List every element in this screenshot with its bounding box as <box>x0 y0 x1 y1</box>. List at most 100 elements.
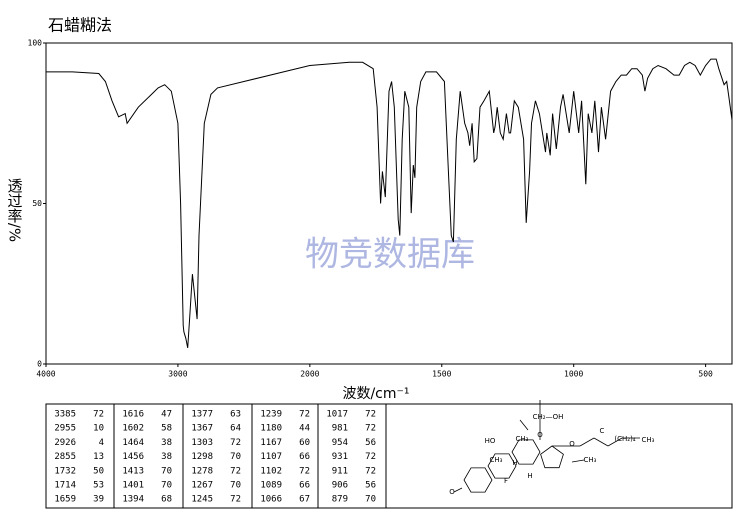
peak-wavenumber: 1102 <box>260 466 282 476</box>
ring <box>540 445 564 469</box>
peak-transmittance: 72 <box>299 466 310 476</box>
peak-transmittance: 66 <box>299 452 310 462</box>
peak-transmittance: 47 <box>161 410 172 420</box>
peak-transmittance: 50 <box>93 466 104 476</box>
x-tick-label: 3000 <box>168 370 187 379</box>
structure-label: O <box>449 488 455 496</box>
peak-wavenumber: 1394 <box>122 495 144 505</box>
structure-label: CH₃ <box>516 435 529 443</box>
peak-transmittance: 72 <box>299 410 310 420</box>
peak-wavenumber: 1017 <box>326 410 348 420</box>
peak-transmittance: 67 <box>299 495 310 505</box>
y-axis-label: 透过率/% <box>6 178 24 242</box>
spectrum-line <box>46 58 733 348</box>
peak-wavenumber: 1464 <box>122 438 144 448</box>
peak-wavenumber: 1066 <box>260 495 282 505</box>
x-tick-label: 1500 <box>432 370 451 379</box>
peak-wavenumber: 1413 <box>122 466 144 476</box>
peak-wavenumber: 1180 <box>260 424 282 434</box>
x-tick-label: 500 <box>698 370 713 379</box>
structure-label: CH₂—OH <box>533 413 564 421</box>
bond <box>593 437 609 447</box>
peak-wavenumber: 1167 <box>260 438 282 448</box>
peak-wavenumber: 1267 <box>191 481 213 491</box>
peak-transmittance: 64 <box>230 424 241 434</box>
peak-transmittance: 38 <box>161 452 172 462</box>
structure-label: CH₃ <box>584 456 597 464</box>
peak-transmittance: 58 <box>161 424 172 434</box>
peak-wavenumber: 1245 <box>191 495 213 505</box>
peak-transmittance: 70 <box>161 481 172 491</box>
peak-wavenumber: 1401 <box>122 481 144 491</box>
structure-label: CH₃ <box>642 436 655 444</box>
bond <box>579 437 595 447</box>
peak-wavenumber: 1107 <box>260 452 282 462</box>
peak-wavenumber: 1298 <box>191 452 213 462</box>
peak-wavenumber: 1732 <box>54 466 76 476</box>
peak-transmittance: 38 <box>161 438 172 448</box>
peak-transmittance: 72 <box>93 410 104 420</box>
peak-transmittance: 70 <box>230 481 241 491</box>
structure-label: F <box>504 477 508 485</box>
x-tick-label: 2000 <box>300 370 319 379</box>
y-tick-label: 0 <box>37 360 42 369</box>
peak-wavenumber: 2955 <box>54 424 76 434</box>
peak-transmittance: 72 <box>365 424 376 434</box>
ring <box>463 467 493 493</box>
peak-transmittance: 72 <box>365 410 376 420</box>
chart-title: 石蜡糊法 <box>48 16 112 35</box>
peak-transmittance: 70 <box>161 466 172 476</box>
structure <box>453 400 640 493</box>
structure-label: CH₃ <box>490 456 503 464</box>
structure-label: O <box>537 431 543 439</box>
peak-wavenumber: 879 <box>332 495 348 505</box>
peak-wavenumber: 1616 <box>122 410 144 420</box>
peak-transmittance: 39 <box>93 495 104 505</box>
y-tick-label: 50 <box>32 199 42 208</box>
watermark: 物竞数据库 <box>305 235 475 275</box>
x-tick-label: 4000 <box>36 370 55 379</box>
peak-transmittance: 56 <box>365 481 376 491</box>
peak-wavenumber: 1367 <box>191 424 213 434</box>
peak-wavenumber: 1659 <box>54 495 76 505</box>
peak-transmittance: 66 <box>299 481 310 491</box>
peak-wavenumber: 1278 <box>191 466 213 476</box>
peak-transmittance: 13 <box>93 452 104 462</box>
peak-wavenumber: 1239 <box>260 410 282 420</box>
structure-label: H <box>512 459 517 467</box>
peak-transmittance: 56 <box>365 438 376 448</box>
peak-table-frame <box>45 403 733 509</box>
ring <box>511 439 541 465</box>
peak-transmittance: 44 <box>299 424 310 434</box>
peak-wavenumber: 1456 <box>122 452 144 462</box>
peak-wavenumber: 3385 <box>54 410 76 420</box>
peak-transmittance: 72 <box>230 438 241 448</box>
structure-label: O <box>569 440 575 448</box>
peak-transmittance: 72 <box>365 452 376 462</box>
peak-transmittance: 53 <box>93 481 104 491</box>
peak-wavenumber: 1602 <box>122 424 144 434</box>
bond <box>453 487 463 493</box>
peak-wavenumber: 906 <box>332 481 348 491</box>
peak-transmittance: 10 <box>93 424 104 434</box>
bond <box>571 459 585 463</box>
y-tick-label: 100 <box>28 39 43 48</box>
peak-transmittance: 68 <box>161 495 172 505</box>
peak-wavenumber: 911 <box>332 466 348 476</box>
peak-transmittance: 70 <box>365 495 376 505</box>
peak-wavenumber: 1089 <box>260 481 282 491</box>
peak-transmittance: 72 <box>230 495 241 505</box>
peak-wavenumber: 981 <box>332 424 348 434</box>
bond <box>519 419 529 431</box>
peak-transmittance: 72 <box>230 466 241 476</box>
peak-transmittance: 4 <box>99 438 104 448</box>
structure-label: (CH₂)₄ <box>614 435 635 443</box>
x-tick-label: 1000 <box>564 370 583 379</box>
peak-transmittance: 63 <box>230 410 241 420</box>
ring <box>487 453 517 479</box>
bond <box>607 437 623 447</box>
peak-transmittance: 70 <box>230 452 241 462</box>
peak-wavenumber: 1377 <box>191 410 213 420</box>
structure-label: C <box>600 427 605 435</box>
